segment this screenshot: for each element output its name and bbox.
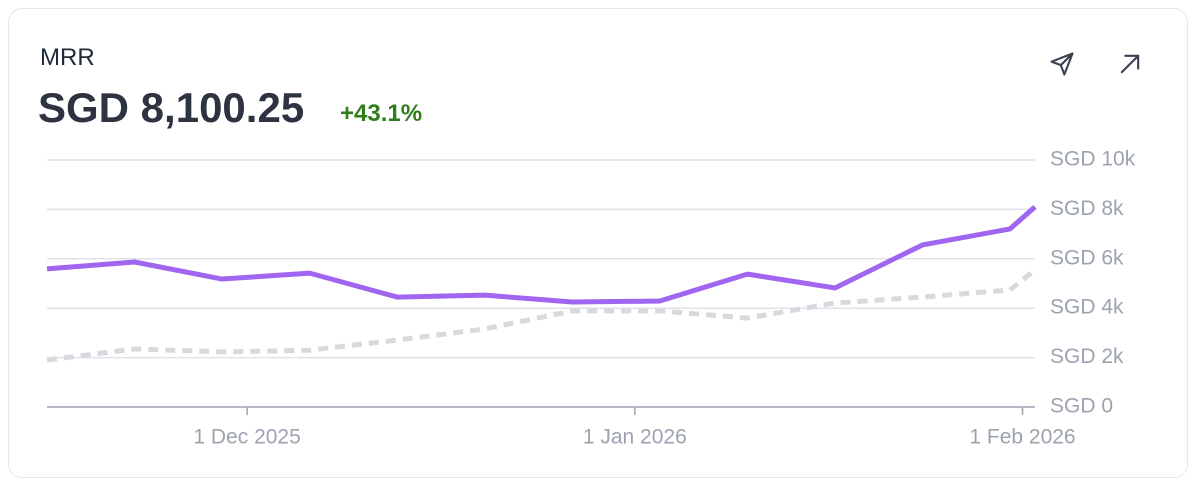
metric-value: SGD 8,100.25 (38, 84, 305, 131)
x-tick-label: 1 Dec 2025 (193, 426, 300, 449)
x-tick-label: 1 Jan 2026 (583, 426, 687, 449)
metric-label: MRR (40, 44, 95, 71)
y-tick-label: SGD 4k (1050, 296, 1124, 319)
series-line (46, 205, 1037, 305)
expand-button[interactable] (1116, 50, 1144, 78)
y-tick-label: SGD 10k (1050, 148, 1136, 171)
y-tick-label: SGD 6k (1050, 246, 1124, 269)
metric-change: +43.1% (340, 100, 423, 127)
y-tick-label: SGD 2k (1050, 345, 1124, 368)
share-button[interactable] (1048, 50, 1076, 78)
x-tick-label: 1 Feb 2026 (969, 426, 1075, 449)
y-tick-label: SGD 8k (1050, 197, 1124, 220)
series-line (46, 267, 1037, 363)
y-tick-label: SGD 0 (1050, 395, 1113, 418)
card (8, 8, 1188, 478)
